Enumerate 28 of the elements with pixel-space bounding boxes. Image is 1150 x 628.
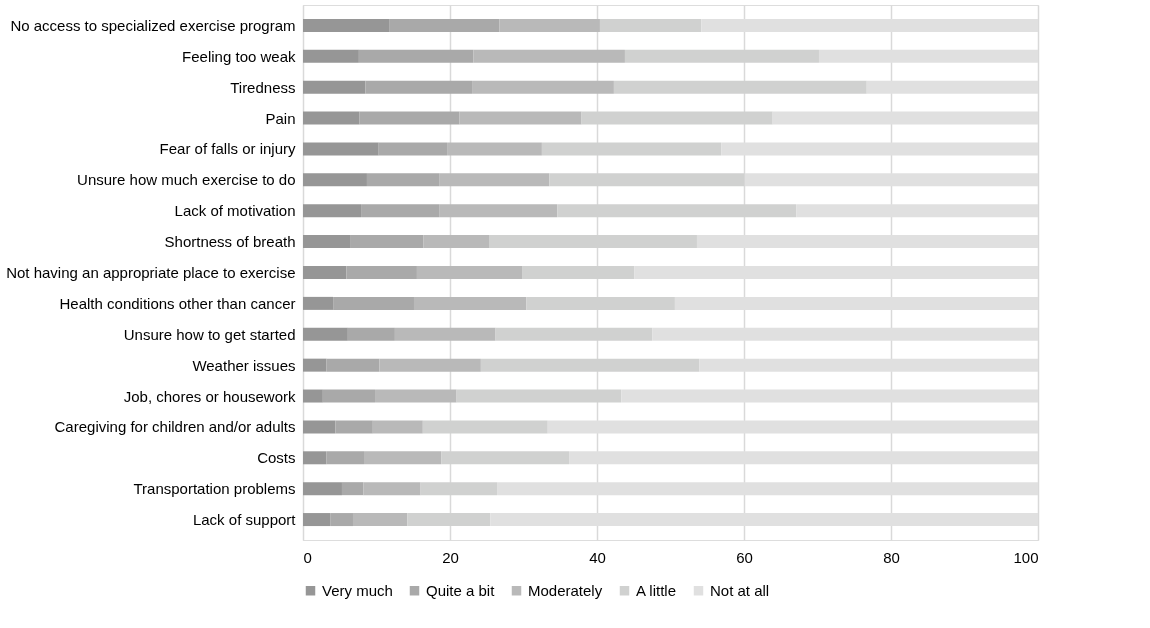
y-tick-label: Pain	[265, 109, 296, 127]
y-tick-label: No access to specialized exercise program	[10, 16, 296, 34]
y-tick-label: Lack of support	[192, 511, 297, 529]
y-tick-label: Transportation problems	[133, 480, 296, 498]
legend-label: Quite a bit	[426, 581, 496, 599]
x-tick-label: 20	[442, 548, 459, 566]
x-tick-label: 0	[303, 548, 312, 566]
legend-label: Not at all	[710, 581, 770, 599]
y-tick-label: Unsure how much exercise to do	[77, 171, 296, 189]
y-tick-label: Unsure how to get started	[123, 325, 296, 343]
y-tick-label: Feeling too weak	[182, 47, 296, 65]
y-tick-label: Not having an appropriate place to exercise	[6, 264, 296, 281]
y-tick-label: Tiredness	[230, 78, 296, 96]
x-tick-label: 80	[883, 548, 900, 566]
y-tick-label: Job, chores or housework	[123, 387, 296, 405]
y-tick-label: Shortness of breath	[164, 233, 296, 251]
x-tick-label: 60	[736, 548, 753, 566]
legend-label: Very much	[322, 581, 393, 599]
y-tick-label: Health conditions other than cancer	[59, 294, 296, 312]
legend-label: A little	[636, 581, 677, 599]
y-tick-label: Lack of motivation	[174, 202, 296, 220]
y-tick-label: Costs	[257, 449, 296, 467]
x-tick-label: 100	[1013, 548, 1039, 566]
y-tick-label: Caregiving for children and/or adults	[54, 418, 296, 436]
x-tick-label: 40	[589, 548, 606, 566]
legend-label: Moderately	[528, 581, 603, 599]
y-tick-label: Weather issues	[192, 356, 296, 374]
y-tick-label: Fear of falls or injury	[159, 140, 296, 158]
